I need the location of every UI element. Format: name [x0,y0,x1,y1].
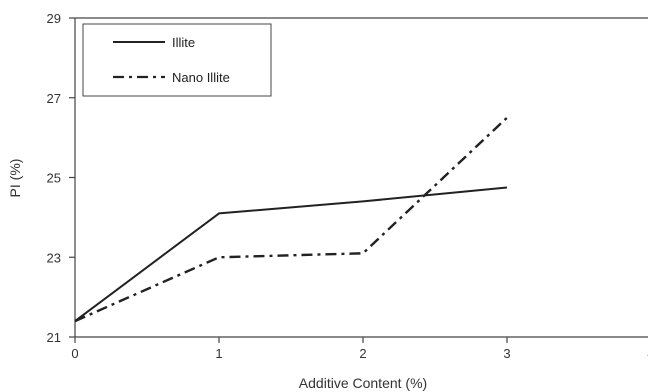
x-tick-label: 0 [71,346,78,361]
x-tick-label: 3 [503,346,510,361]
x-tick-label: 2 [359,346,366,361]
series-line-illite [74,186,508,322]
y-tick-label: 23 [47,250,61,265]
y-axis-title: PI (%) [7,159,23,198]
legend-box [82,23,272,97]
x-tick-label: 1 [215,346,222,361]
x-axis-title: Additive Content (%) [299,375,427,391]
legend-label-illite: Illite [172,35,195,50]
y-tick-label: 25 [47,171,61,186]
series-layer [74,116,508,323]
series-line-nano-illite [74,116,508,323]
x-ticks: 01234 [71,337,648,361]
y-tick-label: 27 [47,91,61,106]
y-ticks: 21 23 25 27 29 [47,11,75,345]
legend-label-nano-illite: Nano Illite [172,70,230,85]
y-tick-label: 21 [47,330,61,345]
legend: Illite Nano Illite [82,23,272,97]
y-tick-label: 29 [47,11,61,26]
